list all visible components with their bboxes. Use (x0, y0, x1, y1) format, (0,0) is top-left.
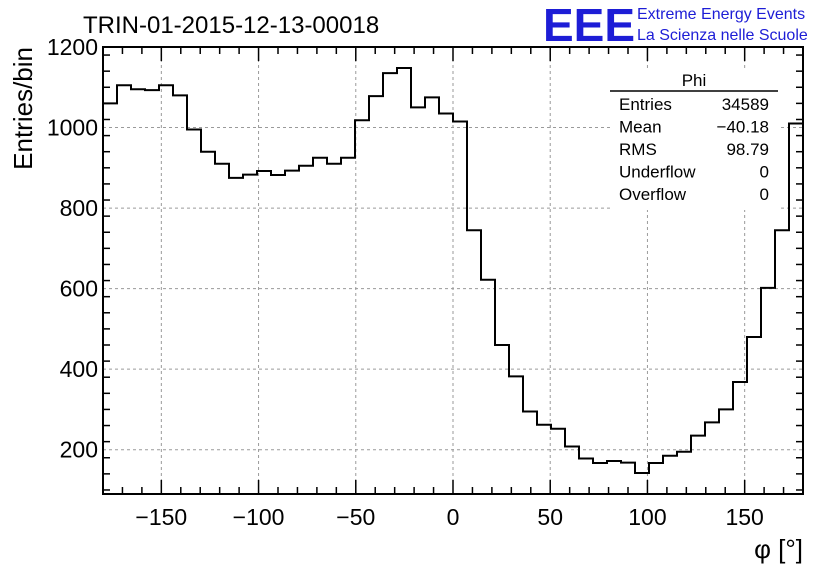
histogram-bin (243, 175, 257, 494)
histogram-bin (719, 409, 733, 494)
stats-box: Phi Entries 34589 Mean −40.18 RMS 98.79 Underf… (610, 70, 778, 210)
histogram-bin (509, 376, 523, 494)
eee-logo: EEE Extreme Energy Events La Scienza nel… (543, 0, 808, 51)
histogram-bin (285, 171, 299, 494)
histogram-bin (551, 429, 565, 494)
histogram-bin (383, 73, 397, 494)
x-tick-label: 0 (447, 504, 460, 530)
stats-box-background (610, 70, 778, 210)
histogram-bin (117, 85, 131, 494)
histogram-bin (271, 175, 285, 494)
histogram-bin (523, 411, 537, 494)
histogram-bin (327, 164, 341, 494)
histogram-bin (593, 463, 607, 494)
y-axis-label: Entries/bin (8, 47, 38, 170)
y-tick-label: 600 (60, 276, 98, 302)
stats-row-label: RMS (619, 140, 657, 159)
y-tick-label: 1000 (47, 115, 98, 141)
histogram-bin (229, 178, 243, 494)
histogram-bin (397, 68, 411, 494)
x-tick-label: 100 (628, 504, 666, 530)
logo-mark: EEE (543, 0, 635, 51)
stats-row-value: 0 (760, 163, 769, 182)
histogram-line (103, 66, 803, 495)
histogram-bin (299, 166, 313, 494)
x-tick-label: −100 (233, 504, 285, 530)
y-tick-label: 200 (60, 437, 98, 463)
histogram-bin (453, 122, 467, 495)
histogram-bin (537, 425, 551, 494)
histogram-bin (131, 89, 145, 494)
stats-row-label: Entries (619, 95, 672, 114)
y-axis-ticks: 200 400 600 800 1000 1200 (47, 34, 803, 491)
stats-row-label: Mean (619, 118, 662, 137)
histogram-bin (103, 103, 117, 494)
histogram-bin (747, 337, 761, 494)
y-tick-label: 400 (60, 356, 98, 382)
histogram-bin (691, 436, 705, 494)
histogram-bin (187, 130, 201, 494)
histogram-bin (495, 345, 509, 494)
histogram-bin (677, 452, 691, 494)
x-tick-label: 50 (537, 504, 563, 530)
histogram-bin (705, 422, 719, 494)
histogram-bin (369, 96, 383, 494)
x-tick-label: 150 (725, 504, 763, 530)
histogram-bin (159, 85, 173, 494)
stats-row-value: 0 (760, 185, 769, 204)
logo-line-2: La Scienza nelle Scuole (637, 27, 808, 44)
x-axis-ticks: −150 −100 −50 0 50 100 150 (102, 47, 804, 530)
histogram-bin (663, 456, 677, 494)
x-tick-label: −150 (135, 504, 187, 530)
y-tick-label: 1200 (47, 34, 98, 60)
histogram-bin (145, 90, 159, 494)
x-tick-label: −50 (336, 504, 375, 530)
histogram-bin (355, 120, 369, 494)
histogram-bin (775, 230, 789, 494)
histogram-bin (313, 158, 327, 494)
histogram-bin (789, 124, 803, 494)
histogram-bin (341, 158, 355, 494)
y-tick-label: 800 (60, 195, 98, 221)
stats-row-value: 98.79 (726, 140, 769, 159)
histogram-bin (733, 382, 747, 494)
histogram-bin (649, 463, 663, 494)
stats-row-value: 34589 (722, 95, 769, 114)
stats-row-value: −40.18 (717, 118, 769, 137)
chart-title: TRIN-01-2015-12-13-00018 (83, 12, 379, 39)
histogram-step-line (103, 66, 803, 475)
histogram-bin (481, 280, 495, 494)
histogram-bin (201, 152, 215, 494)
histogram-bin (579, 459, 593, 494)
histogram-bin (439, 113, 453, 494)
stats-row-label: Underflow (619, 163, 696, 182)
histogram-bin (761, 288, 775, 494)
histogram-bin (565, 446, 579, 494)
histogram-bin (467, 230, 481, 494)
stats-title: Phi (682, 71, 707, 90)
histogram-bin (257, 171, 271, 494)
stats-row-label: Overflow (619, 185, 687, 204)
histogram-bin (411, 107, 425, 494)
histogram-bin (173, 95, 187, 494)
histogram-bin (215, 164, 229, 494)
x-axis-label: φ [°] (754, 534, 803, 564)
logo-line-1: Extreme Energy Events (637, 6, 805, 23)
histogram-bin (425, 97, 439, 494)
stats-rows: Entries 34589 Mean −40.18 RMS 98.79 Underflow 0… (619, 95, 769, 204)
